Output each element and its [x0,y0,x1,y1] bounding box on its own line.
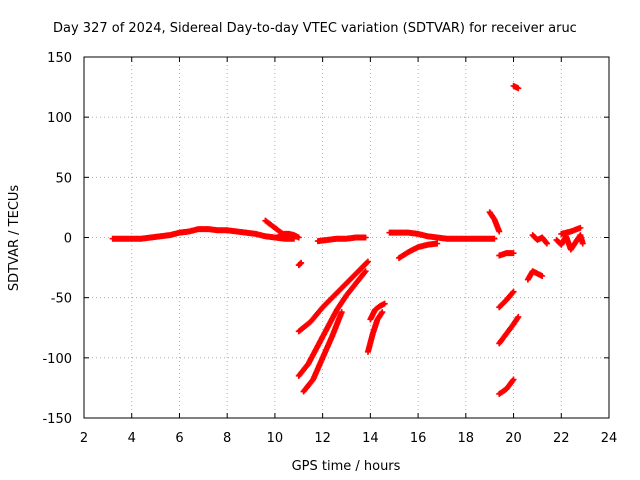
data-point [362,268,369,275]
x-tick-label: 10 [267,431,284,446]
series-cluster-22-23-top [558,224,584,237]
series-rise-a [295,258,371,335]
y-tick-label: 50 [55,171,72,186]
data-point [379,309,386,316]
series-rise-19-20-a [496,313,522,347]
data-point [510,376,517,383]
data-point [298,259,305,266]
x-tick-label: 14 [362,431,379,446]
data-point [510,250,517,257]
series-baseline-afternoon [386,229,498,242]
series-rise-19-20-c [496,376,517,397]
x-tick-label: 12 [314,431,331,446]
series-rise-19-20-b [496,288,517,311]
series-cluster-21-noise [529,232,550,247]
data-point [364,258,371,265]
data-point [381,300,388,307]
x-tick-label: 16 [410,431,427,446]
data-point [362,234,369,241]
x-tick-label: 24 [601,431,618,446]
data-point [539,273,546,280]
data-point [577,224,584,231]
series-outlier-20 [510,82,522,92]
series-cluster-20-21 [524,268,546,283]
data-point [364,259,371,266]
x-axis-label: GPS time / hours [292,459,401,474]
x-tick-label: 22 [553,431,570,446]
data-point [361,269,368,276]
x-tick-label: 6 [175,431,183,446]
y-tick-label: -100 [42,352,72,367]
x-tick-label: 4 [128,431,136,446]
series-rise-c [300,309,345,395]
y-tick-label: 100 [47,111,72,126]
series-descend-19 [486,209,503,235]
data-point [510,288,517,295]
data-points [109,82,586,397]
data-point [579,240,586,247]
y-axis-label: SDTVAR / TECUs [7,185,22,292]
series-rise-14-b [367,300,388,323]
series-arc-19-20 [496,250,517,259]
series-cluster-22-23 [553,232,586,253]
y-tick-label: 0 [64,232,72,247]
data-point [509,289,516,296]
y-tick-label: -150 [42,412,72,427]
series-arc-15-17 [396,240,441,261]
data-point [338,309,345,316]
data-point [491,235,498,242]
x-tick-label: 18 [458,431,475,446]
series-baseline-morning [109,226,297,242]
data-point [295,234,302,241]
data-point [515,85,522,92]
x-tick-label: 20 [505,431,522,446]
series-rise-b [295,268,369,379]
chart-title: Day 327 of 2024, Sidereal Day-to-day VTE… [53,21,577,36]
series-rise-14-a [364,309,386,355]
x-tick-label: 8 [223,431,231,446]
series-dip-11 [295,259,305,269]
series-baseline-midday [314,234,369,245]
y-tick-label: -50 [51,292,72,307]
x-tick-label: 2 [80,431,88,446]
data-point [515,313,522,320]
data-point [543,240,550,247]
data-point [496,228,503,235]
plot-frame [83,56,610,419]
data-point [434,240,441,247]
series-baseline-10-11 [276,230,302,241]
y-tick-label: 150 [47,51,72,66]
